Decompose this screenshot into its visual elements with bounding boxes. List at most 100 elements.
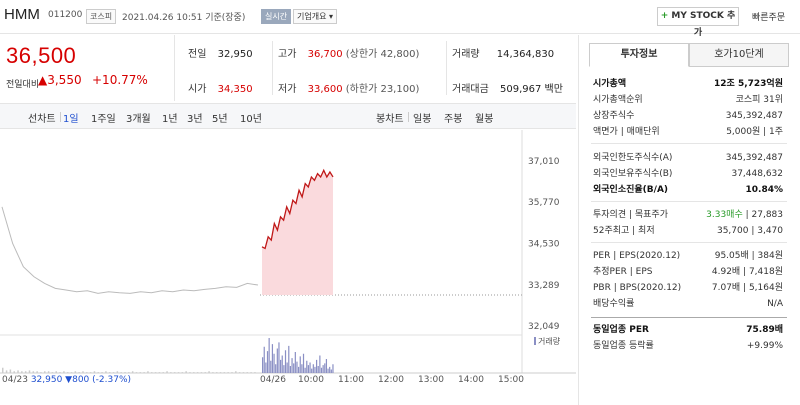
previous-day-volume-bar [74,371,77,373]
price-tick-label: 33,289 [528,281,560,291]
previous-day-volume-bar [97,372,100,373]
trade-amount-row: 거래대금 509,967 백만 [452,80,563,95]
open-price-value: 34,350 [217,84,253,95]
today-volume-bar [325,359,328,373]
trade-amount-unit: 백만 [544,84,563,95]
investment-info-row: 동일업종 PER 75.89배 [593,323,783,337]
add-mystock-button[interactable]: + MY STOCK 추가 [657,7,739,38]
divider [272,41,273,95]
low-price-value: 33,600 [307,84,343,95]
volume-label: 거래량 [452,49,480,60]
candle-chart-tab[interactable]: 봉차트 [376,114,404,125]
tab-orderbook[interactable]: 호가10단계 [689,43,789,67]
price-tick-label: 32,049 [528,322,560,332]
previous-day-volume-bar [158,372,161,373]
divider [408,112,409,122]
trade-amount-value: 509,967 [500,84,542,95]
investment-info-label: 동일업종 PER [593,325,649,335]
x-tick-label: 12:00 [378,375,404,385]
today-volume-bar [266,351,269,373]
price-tick-label: 37,010 [528,157,560,167]
price-chart[interactable]: 37,010 35,770 34,530 33,289 32,049 거래량 04/26 10… [0,130,576,405]
today-volume-bar [330,369,332,373]
today-volume-bar [268,338,270,373]
line-chart-tab[interactable]: 선차트 [28,114,56,125]
candle-weekly[interactable]: 주봉 [444,114,463,125]
investment-info-row: 외국인한도주식수(A) 345,392,487 [593,151,783,165]
previous-day-volume-bar [89,372,92,373]
candle-daily[interactable]: 일봉 [413,114,432,125]
previous-day-volume-bar [170,372,172,373]
candle-monthly[interactable]: 월봉 [475,114,494,125]
previous-day-volume-bar [78,372,80,373]
low-price-label: 저가 [278,84,297,95]
today-volume-bar [291,358,293,373]
today-volume-bar [270,360,272,373]
today-volume-bar [309,362,311,373]
company-overview-label: 기업개요 [297,12,327,21]
previous-day-volume-bar [2,367,4,373]
investment-info-label: 투자의견 | 목표주가 [593,210,668,220]
divider [591,143,787,144]
investment-info-label: 외국인한도주식수(A) [593,153,673,163]
x-tick-label: 13:00 [418,375,444,385]
today-volume-bar [271,344,274,373]
today-volume-bar [332,364,334,373]
today-volume-bar [280,359,282,373]
up-arrow-icon: ▲ [38,73,48,87]
today-volume-bar [301,364,303,373]
quick-order-link[interactable]: 빠른주문 [752,13,786,23]
previous-day-volume-bar [143,372,145,373]
period-1d[interactable]: 1일 [63,114,79,125]
investment-info-row: 추정PER | EPS 4.92배 | 7,418원 [593,265,783,279]
previous-day-volume-bar [40,372,42,373]
tab-investment-info[interactable]: 투자정보 [589,43,689,67]
investment-info-label: 52주최고 | 최저 [593,226,655,236]
previous-day-volume-bar [135,372,138,373]
today-volume-bar [298,366,300,373]
period-3m[interactable]: 3개월 [126,114,151,125]
investment-info-value: 12조 5,723억원 [714,79,783,89]
investment-info-value: 345,392,487 [725,153,783,163]
investment-info-value: 95.05배 | 384원 [714,251,783,261]
period-1w[interactable]: 1주일 [91,114,116,125]
previous-day-volume-bar [108,372,111,373]
investment-info-row: PER | EPS(2020.12) 95.05배 | 384원 [593,249,783,263]
previous-day-volume-bar [112,372,115,373]
previous-day-volume-bar [44,371,46,373]
divider [60,112,61,122]
previous-day-volume-bar [59,372,61,373]
previous-day-volume-bar [238,372,241,373]
today-volume-bar [324,363,326,373]
period-5y[interactable]: 5년 [212,114,228,125]
today-volume-bar [316,359,318,373]
previous-day-volume-bar [219,372,222,373]
previous-day-volume-bar [162,372,164,373]
company-overview-dropdown[interactable]: 기업개요 ▾ [293,9,338,24]
stock-name: HMM [4,6,40,23]
current-price: 36,500 [6,43,77,68]
investment-info-row: 투자의견 | 목표주가 3.33매수 | 27,883 [593,208,783,222]
volume-value: 14,364,830 [496,49,555,60]
volume-legend-swatch [534,337,536,345]
investment-info-label: PBR | BPS(2020.12) [593,283,682,293]
previous-day-volume-bar [105,371,107,373]
previous-day-volume-bar [70,372,73,373]
divider [591,242,787,243]
today-volume-bar [319,355,321,373]
today-volume-bar [307,365,310,373]
previous-day-volume-bar [181,372,184,373]
period-3y[interactable]: 3년 [187,114,203,125]
realtime-button[interactable]: 실시간 [261,9,292,24]
period-10y[interactable]: 10년 [240,114,262,125]
high-price-value: 36,700 [307,49,343,60]
previous-day-volume-bar [212,372,214,373]
previous-day-volume-bar [9,369,12,373]
today-volume-bar [296,361,298,373]
price-datetime: 2021.04.26 10:51 기준(장중) [122,13,246,23]
x-tick-label: 14:00 [458,375,484,385]
previous-day-volume-bar [24,371,27,373]
price-change: ▲3,550 [38,73,82,87]
previous-day-volume-bar [231,372,233,373]
period-1y[interactable]: 1년 [162,114,178,125]
